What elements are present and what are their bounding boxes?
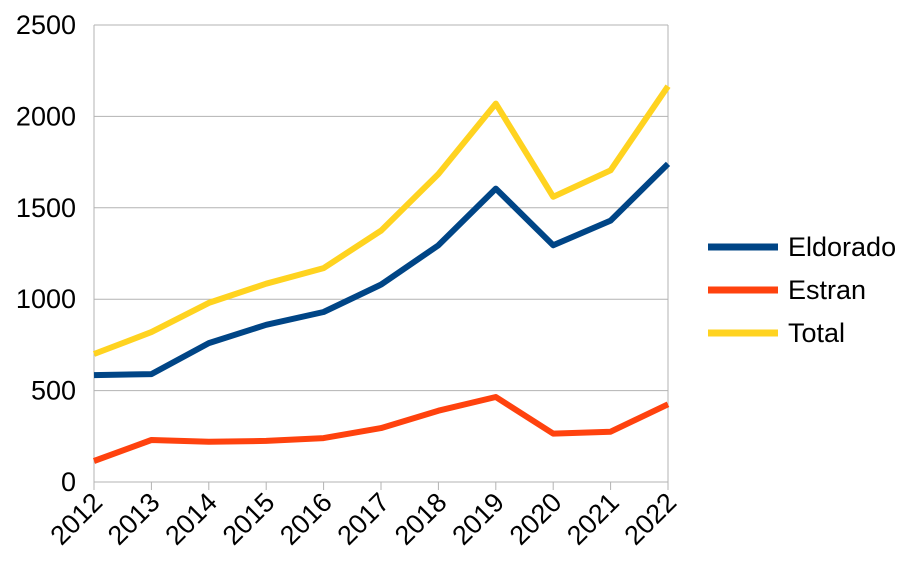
legend: Eldorado Estran Total xyxy=(708,232,896,348)
series-line-eldorado xyxy=(93,161,671,379)
x-tick-label: 2016 xyxy=(274,487,338,551)
legend-label-total: Total xyxy=(788,318,845,348)
x-tick-label: 2021 xyxy=(561,487,625,551)
series-line-estran xyxy=(92,394,670,464)
y-tick-label: 1500 xyxy=(16,193,76,223)
x-tick-label: 2020 xyxy=(504,487,568,551)
x-tick-label: 2014 xyxy=(159,487,223,551)
x-axis-ticks: 2012201320142015201620172018201920202021… xyxy=(45,487,683,551)
x-tick-label: 2019 xyxy=(446,487,510,551)
y-tick-label: 500 xyxy=(31,376,76,406)
x-tick-label: 2022 xyxy=(619,487,683,551)
x-tick-label: 2012 xyxy=(45,487,109,551)
y-axis-ticks: 0 500 1000 1500 2000 2500 xyxy=(16,10,76,497)
x-tick-label: 2013 xyxy=(102,487,166,551)
series-line-total xyxy=(92,84,671,357)
gridlines xyxy=(93,24,669,490)
y-tick-label: 0 xyxy=(61,467,76,497)
legend-label-estran: Estran xyxy=(788,275,866,305)
x-tick-label: 2018 xyxy=(389,487,453,551)
x-tick-label: 2017 xyxy=(332,487,396,551)
series-lines xyxy=(92,84,671,464)
y-tick-label: 2500 xyxy=(16,10,76,40)
y-tick-label: 2000 xyxy=(16,101,76,131)
legend-label-eldorado: Eldorado xyxy=(788,232,896,262)
y-tick-label: 1000 xyxy=(16,284,76,314)
x-tick-label: 2015 xyxy=(217,487,281,551)
